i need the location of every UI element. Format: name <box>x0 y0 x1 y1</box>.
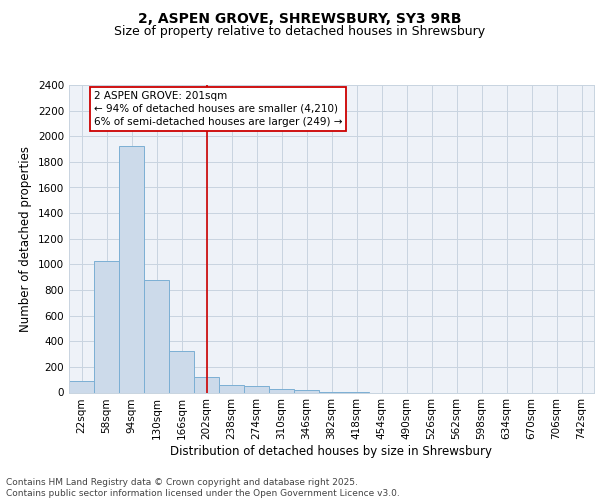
Bar <box>219 386 244 392</box>
Bar <box>94 260 119 392</box>
Bar <box>69 381 94 392</box>
Bar <box>269 388 294 392</box>
Text: 2 ASPEN GROVE: 201sqm
← 94% of detached houses are smaller (4,210)
6% of semi-de: 2 ASPEN GROVE: 201sqm ← 94% of detached … <box>94 91 343 127</box>
Bar <box>119 146 144 392</box>
X-axis label: Distribution of detached houses by size in Shrewsbury: Distribution of detached houses by size … <box>170 445 493 458</box>
Bar <box>144 280 169 392</box>
Text: Contains HM Land Registry data © Crown copyright and database right 2025.
Contai: Contains HM Land Registry data © Crown c… <box>6 478 400 498</box>
Y-axis label: Number of detached properties: Number of detached properties <box>19 146 32 332</box>
Bar <box>169 351 194 393</box>
Text: Size of property relative to detached houses in Shrewsbury: Size of property relative to detached ho… <box>115 24 485 38</box>
Bar <box>244 386 269 392</box>
Text: 2, ASPEN GROVE, SHREWSBURY, SY3 9RB: 2, ASPEN GROVE, SHREWSBURY, SY3 9RB <box>138 12 462 26</box>
Bar <box>194 377 219 392</box>
Bar <box>294 390 319 392</box>
